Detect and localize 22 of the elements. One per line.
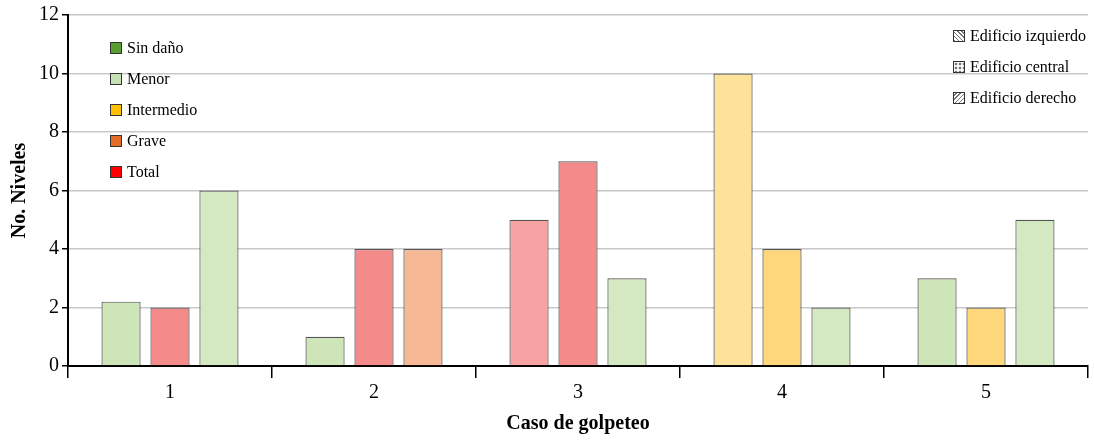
y-tick-label: 4 [49,236,59,259]
legend-label: Total [127,162,160,181]
x-tick-label: 1 [165,380,175,403]
y-axis-title: No. Niveles [7,142,30,239]
x-axis-title: Caso de golpeteo [506,411,650,435]
y-tick-label: 2 [49,294,59,317]
y-tick-label: 6 [49,177,59,200]
legend-label: Edificio izquierdo [970,26,1086,45]
x-tick-label: 5 [981,380,991,403]
legend-label: Grave [127,131,167,150]
x-tick-label: 4 [777,380,787,403]
legend-label: Edificio central [970,57,1070,76]
y-tick-label: 8 [49,119,59,142]
x-tick-label: 3 [573,380,583,403]
legend-label: Sin daño [127,38,184,57]
legend-label: Menor [127,69,170,88]
legend-label: Intermedio [127,100,198,119]
y-tick-label: 12 [39,2,59,25]
y-tick-label: 0 [49,353,59,376]
legend-label: Edificio derecho [970,88,1077,107]
y-tick-label: 10 [39,60,59,83]
x-tick-label: 2 [369,380,379,403]
